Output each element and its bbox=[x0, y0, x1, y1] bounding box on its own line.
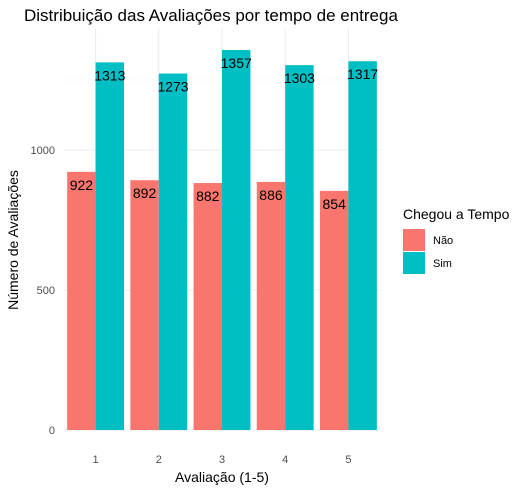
x-tick-label: 2 bbox=[156, 454, 162, 466]
bar-nao-2 bbox=[130, 180, 159, 430]
bar-nao-5 bbox=[319, 190, 349, 430]
bar-sim-4 bbox=[285, 65, 314, 430]
data-labels: 922 892 882 886 854 1313 1273 1357 1303 1317 bbox=[70, 55, 379, 212]
data-label: 886 bbox=[259, 187, 283, 203]
legend-key-sim bbox=[403, 252, 425, 274]
data-label: 922 bbox=[70, 177, 94, 193]
data-label: 892 bbox=[133, 185, 157, 201]
data-label: 854 bbox=[323, 196, 347, 212]
legend-label: Não bbox=[433, 235, 453, 247]
bar-nao-1 bbox=[67, 171, 96, 430]
y-tick-label: 0 bbox=[49, 425, 55, 437]
chart-title: Distribuição das Avaliações por tempo de… bbox=[24, 6, 398, 25]
bar-sim-2 bbox=[158, 73, 188, 430]
legend-title: Chegou a Tempo bbox=[403, 206, 510, 222]
x-axis-title: Avaliação (1-5) bbox=[175, 469, 269, 485]
bar-nao-3 bbox=[193, 183, 222, 430]
y-axis-ticks: 0 500 1000 bbox=[31, 145, 55, 437]
bar-sim-3 bbox=[222, 50, 251, 430]
bars bbox=[67, 50, 377, 431]
y-tick-label: 500 bbox=[37, 285, 55, 297]
legend-label: Sim bbox=[433, 258, 452, 270]
data-label: 882 bbox=[196, 188, 220, 204]
x-tick-label: 4 bbox=[282, 454, 288, 466]
x-tick-label: 5 bbox=[345, 454, 351, 466]
bar-sim-5 bbox=[348, 61, 377, 431]
x-tick-label: 3 bbox=[219, 454, 225, 466]
y-tick-label: 1000 bbox=[31, 145, 55, 157]
data-label: 1273 bbox=[157, 79, 188, 95]
data-label: 1317 bbox=[347, 66, 378, 82]
data-label: 1313 bbox=[94, 67, 125, 83]
data-label: 1303 bbox=[284, 70, 315, 86]
bar-sim-1 bbox=[95, 62, 125, 431]
bar-nao-4 bbox=[256, 181, 286, 430]
x-tick-label: 1 bbox=[93, 454, 99, 466]
data-label: 1357 bbox=[221, 55, 252, 71]
legend: Chegou a Tempo Não Sim bbox=[403, 206, 510, 274]
legend-key-nao bbox=[403, 229, 425, 251]
x-axis-ticks: 1 2 3 4 5 bbox=[93, 454, 352, 466]
y-axis-title: Número de Avaliações bbox=[5, 170, 21, 310]
